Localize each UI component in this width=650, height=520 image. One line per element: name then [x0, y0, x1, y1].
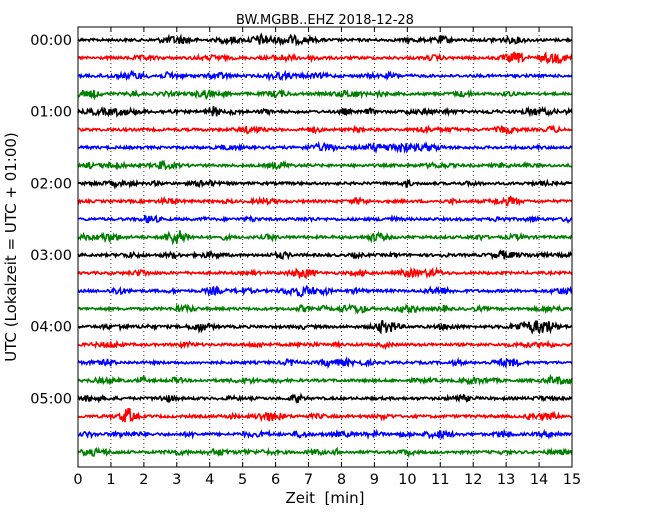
trace-9 [77, 178, 573, 190]
trace-23 [78, 428, 573, 441]
x-tick-label-1: 1 [106, 472, 115, 488]
y-axis-ticks: 00:00 01:00 02:00 03:00 04:00 05:00 [30, 33, 572, 407]
grid-lines [110, 27, 540, 467]
trace-18 [77, 339, 573, 351]
trace-20 [77, 373, 573, 386]
trace-17 [77, 319, 573, 335]
trace-21 [77, 392, 572, 404]
trace-16 [77, 302, 573, 315]
x-tick-label-15: 15 [563, 472, 581, 488]
x-tick-label-13: 13 [497, 472, 515, 488]
chart-title: BW.MGBB..EHZ 2018-12-28 [236, 13, 414, 28]
trace-2 [77, 50, 573, 65]
trace-5 [77, 105, 573, 118]
trace-15 [77, 284, 573, 298]
x-tick-label-5: 5 [238, 472, 247, 488]
x-tick-label-8: 8 [337, 472, 346, 488]
plot-frame [77, 26, 573, 468]
x-tick-label-6: 6 [271, 472, 280, 488]
x-tick-label-11: 11 [431, 472, 449, 488]
y-tick-label-2: 02:00 [30, 176, 72, 192]
trace-12 [77, 230, 573, 246]
x-tick-label-0: 0 [73, 472, 82, 488]
x-tick-label-14: 14 [530, 472, 548, 488]
trace-19 [77, 356, 573, 370]
trace-11 [77, 214, 573, 224]
trace-24 [77, 446, 573, 459]
x-axis-label: Zeit [min] [285, 489, 364, 507]
x-tick-label-12: 12 [464, 472, 482, 488]
x-tick-label-9: 9 [370, 472, 379, 488]
trace-4 [77, 88, 573, 101]
x-tick-label-4: 4 [205, 472, 214, 488]
trace-3 [77, 69, 573, 82]
y-tick-label-3: 03:00 [30, 248, 72, 264]
x-tick-label-3: 3 [172, 472, 181, 488]
x-axis-ticks: 0 1 2 3 4 5 6 7 8 9 10 11 12 13 14 15 [73, 27, 581, 488]
trace-7 [77, 140, 573, 155]
x-tick-label-10: 10 [398, 472, 416, 488]
trace-10 [77, 195, 573, 207]
trace-13 [77, 249, 573, 261]
trace-22 [77, 407, 573, 423]
trace-1 [77, 32, 573, 47]
seismic-traces [77, 32, 573, 459]
y-tick-label-5: 05:00 [30, 391, 72, 407]
trace-8 [77, 159, 573, 171]
y-axis-label: UTC (Lokalzeit = UTC + 01:00) [2, 132, 20, 362]
trace-14 [77, 266, 573, 280]
x-tick-label-7: 7 [304, 472, 313, 488]
y-tick-label-4: 04:00 [30, 320, 72, 336]
y-tick-label-1: 01:00 [30, 105, 72, 121]
x-tick-label-2: 2 [139, 472, 148, 488]
trace-6 [77, 124, 573, 136]
y-tick-label-0: 00:00 [30, 33, 72, 49]
